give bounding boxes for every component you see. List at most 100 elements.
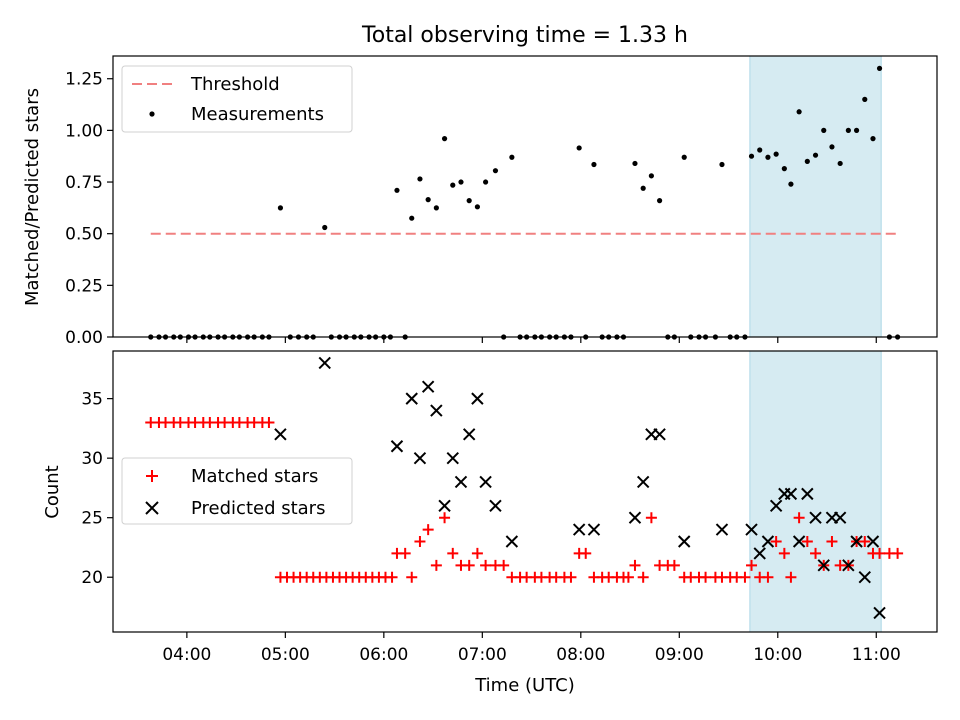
- measurement-point: [821, 127, 827, 133]
- x-axis-label: Time (UTC): [474, 675, 575, 696]
- predicted-star-point: [438, 499, 451, 512]
- predicted-star-point: [745, 523, 758, 536]
- bottom-y-axis-label: Count: [42, 465, 63, 518]
- predicted-star-point: [628, 511, 642, 524]
- predicted-star-point: [489, 499, 502, 512]
- matched-star-point: [447, 547, 459, 559]
- top-x-ticks: [186, 337, 877, 343]
- legend-threshold-label: Threshold: [190, 74, 280, 95]
- matched-star-point: [746, 559, 758, 571]
- predicted-star-point: [678, 535, 691, 548]
- bottom-legend-box: [121, 457, 353, 525]
- matched-star-point: [801, 536, 813, 548]
- x-tick-label: 10:00: [753, 645, 802, 665]
- y-tick-label: 30: [81, 449, 103, 469]
- predicted-star-point: [636, 475, 650, 489]
- predicted-star-point: [572, 523, 586, 536]
- top-panel: 0.00 0.25 0.50 0.75 1.00 1.25 Matched/Predict…: [22, 55, 938, 348]
- predicted-star-point: [809, 511, 822, 524]
- matched-star-point: [263, 416, 275, 428]
- matched-star-point: [430, 559, 442, 571]
- measurement-point: [417, 176, 423, 182]
- top-shaded-span: [749, 55, 882, 338]
- measurement-point: [804, 158, 810, 164]
- measurement-point: [773, 151, 779, 157]
- matched-star-point: [700, 571, 712, 583]
- predicted-star-point: [390, 440, 404, 453]
- y-tick-label: 35: [81, 390, 103, 410]
- predicted-star-point: [587, 523, 601, 536]
- matched-star-point: [565, 571, 577, 583]
- y-tick-label: 0.00: [65, 328, 103, 348]
- measurement-point: [781, 166, 787, 172]
- predicted-star-point: [817, 559, 830, 572]
- predicted-star-point: [454, 475, 468, 489]
- x-tick-label: 09:00: [655, 645, 704, 665]
- predicted-star-point: [792, 535, 806, 548]
- legend-measurements-label: Measurements: [191, 104, 324, 125]
- matched-star-point: [439, 512, 451, 524]
- matched-star-point: [785, 571, 797, 583]
- measurement-point: [591, 161, 597, 168]
- predicted-star-point: [318, 356, 331, 370]
- measurement-point: [474, 204, 480, 210]
- predicted-star-point: [753, 547, 766, 560]
- predicted-star-point: [405, 392, 418, 405]
- legend-predicted-label: Predicted stars: [191, 498, 325, 519]
- y-tick-label: 0.25: [65, 276, 103, 296]
- measurement-point: [876, 65, 883, 71]
- predicted-star-point: [715, 523, 729, 536]
- measurement-point: [757, 147, 763, 153]
- predicted-star-point: [769, 499, 783, 512]
- matched-star-point: [406, 571, 418, 583]
- matched-star-point: [622, 571, 634, 583]
- predicted-star-point: [784, 487, 798, 501]
- predicted-star-point: [833, 511, 847, 524]
- predicted-star-point: [413, 451, 427, 465]
- predicted-star-point: [430, 404, 443, 417]
- predicted-star-point: [471, 392, 484, 405]
- predicted-star-point: [761, 535, 775, 548]
- matched-stars-points: [145, 416, 904, 583]
- matched-star-point: [770, 536, 782, 548]
- predicted-star-point: [421, 380, 435, 393]
- bottom-x-ticks: 04:00 05:00 06:00 07:00 08:00 09:00 10:00 11:00: [162, 632, 901, 665]
- measurement-point: [425, 196, 431, 203]
- measurement-point: [796, 109, 802, 115]
- matched-star-point: [414, 536, 426, 548]
- measurement-point: [719, 161, 725, 168]
- measurement-point: [576, 145, 582, 151]
- measurement-point: [640, 185, 646, 191]
- predicted-star-point: [462, 428, 476, 441]
- measurement-point: [322, 224, 328, 231]
- matched-star-point: [793, 512, 805, 524]
- matched-star-point: [463, 559, 475, 571]
- matched-star-point: [892, 547, 904, 559]
- matched-star-point: [399, 547, 411, 559]
- matched-star-point: [778, 547, 790, 559]
- measurement-point: [853, 127, 860, 133]
- legend-predicted-swatch: [145, 501, 159, 515]
- matched-star-point: [471, 547, 483, 559]
- matched-star-point: [859, 536, 871, 548]
- predicted-star-point: [653, 428, 666, 441]
- predicted-star-point: [505, 535, 519, 548]
- matched-star-point: [480, 559, 492, 571]
- measurement-point: [632, 160, 638, 167]
- measurement-point: [509, 154, 515, 160]
- predicted-star-point: [479, 475, 492, 489]
- measurement-point: [656, 198, 663, 204]
- measurement-point: [681, 154, 687, 160]
- top-y-ticks: 0.00 0.25 0.50 0.75 1.00 1.25: [65, 70, 113, 348]
- measurement-point: [458, 179, 464, 185]
- matched-star-point: [739, 571, 751, 583]
- measurement-point: [748, 153, 755, 159]
- measurement-point: [441, 136, 448, 142]
- matched-star-point: [810, 547, 822, 559]
- measurement-point: [788, 181, 794, 187]
- measurement-point: [829, 144, 835, 150]
- top-legend: Threshold Measurements: [121, 65, 353, 133]
- predicted-star-point: [842, 559, 855, 572]
- top-y-axis-label: Matched/Predicted stars: [22, 88, 43, 306]
- matched-star-point: [637, 571, 649, 583]
